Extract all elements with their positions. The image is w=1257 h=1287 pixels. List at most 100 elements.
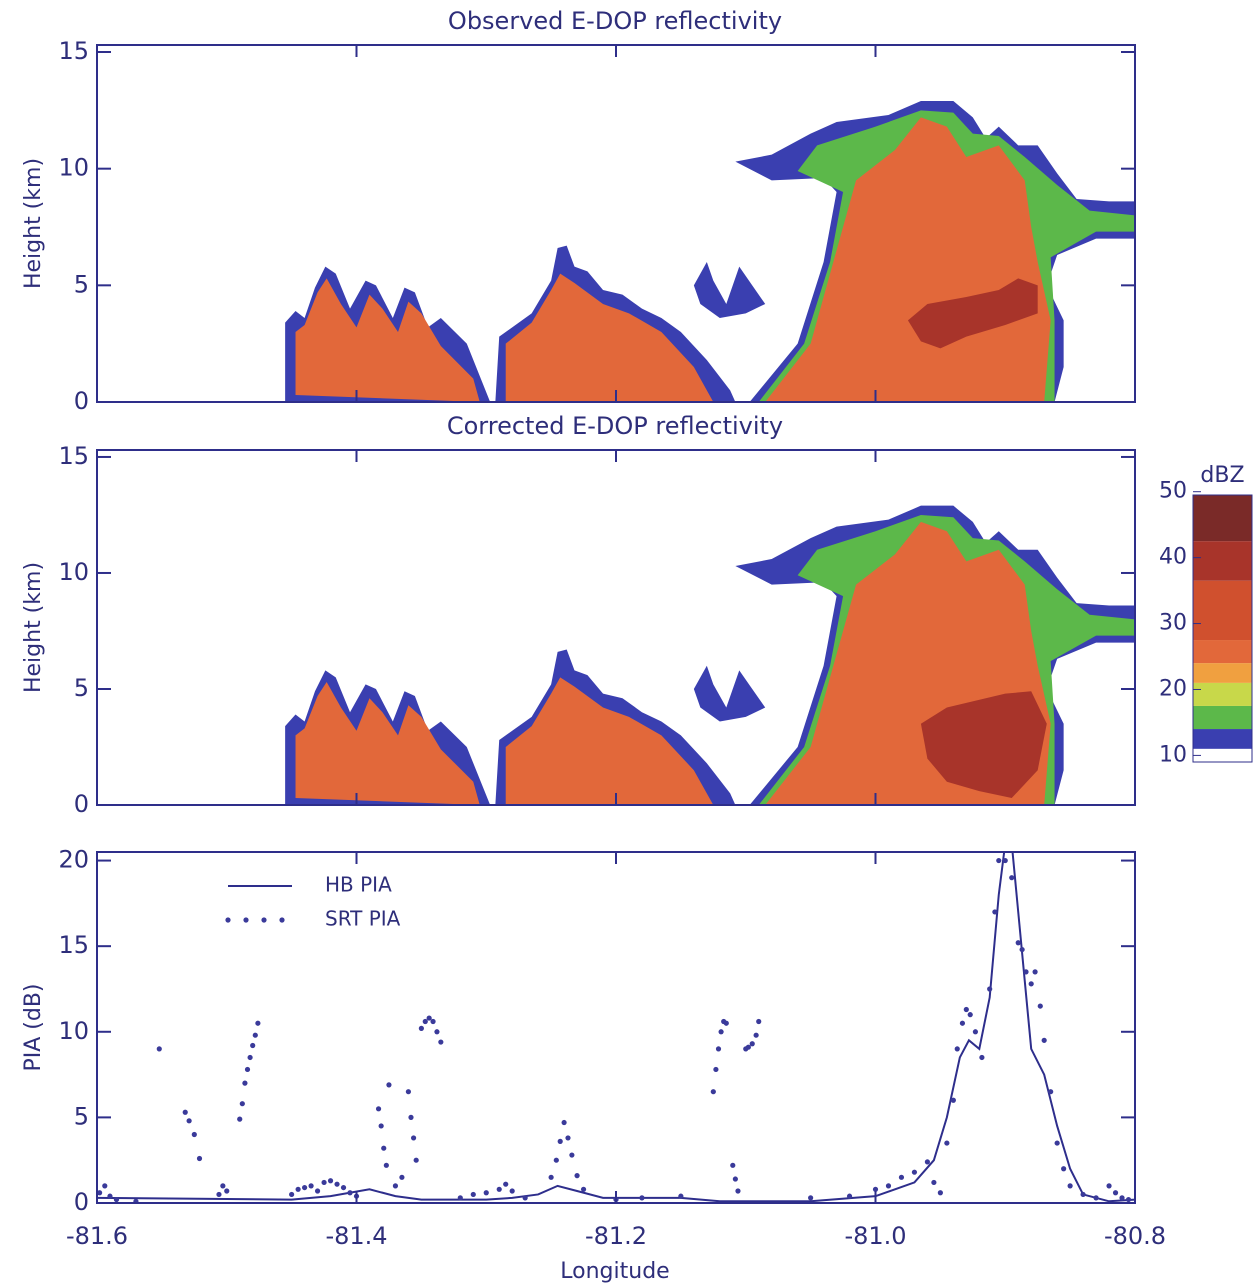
dot <box>239 1101 245 1107</box>
dot <box>735 1188 741 1194</box>
dot <box>509 1188 515 1194</box>
y-tick-label: 15 <box>58 931 89 959</box>
colorbar-segment <box>1193 541 1252 581</box>
dot <box>944 1140 950 1146</box>
dot <box>522 1195 528 1201</box>
dot <box>97 1190 103 1196</box>
colorbar-tick-label: 40 <box>1159 545 1187 570</box>
dot <box>1009 875 1015 881</box>
dot <box>959 1020 966 1026</box>
dot <box>723 1020 729 1026</box>
dot <box>247 1054 253 1061</box>
colorbar-tick-label: 50 <box>1159 479 1187 504</box>
plot-area <box>97 852 1135 1203</box>
colorbar-segment <box>1193 495 1252 542</box>
dot <box>250 1042 256 1049</box>
y-axis-label: Height (km) <box>21 158 46 289</box>
dot <box>107 1193 113 1199</box>
contour-region <box>907 278 1038 349</box>
contour-region <box>920 691 1047 799</box>
dot <box>102 1183 108 1189</box>
dot <box>430 1018 436 1025</box>
dot <box>846 1193 853 1199</box>
dot <box>252 1032 258 1038</box>
colorbar-tick-label: 20 <box>1159 676 1187 701</box>
dot <box>1037 1003 1043 1009</box>
dot <box>340 1184 347 1191</box>
dot <box>713 1066 719 1073</box>
dot <box>678 1193 684 1199</box>
dot <box>557 1138 563 1144</box>
dot <box>963 1006 969 1013</box>
dot <box>749 1041 755 1047</box>
colorbar-segment <box>1193 663 1252 683</box>
dot <box>289 1191 295 1198</box>
y-tick-label: 5 <box>74 270 89 298</box>
dot <box>937 1190 943 1196</box>
dot <box>987 986 993 992</box>
dot <box>321 1179 327 1186</box>
dot <box>224 1188 230 1194</box>
dot <box>399 1174 405 1180</box>
panel-title: Corrected E-DOP reflectivity <box>447 412 783 440</box>
dot <box>314 1188 321 1194</box>
dot <box>561 1119 567 1126</box>
dot <box>386 1082 392 1088</box>
colorbar-title: dBZ <box>1200 463 1244 488</box>
legend-dot <box>243 917 249 923</box>
dot <box>885 1183 892 1189</box>
dot <box>496 1186 502 1192</box>
contour-region <box>295 278 480 402</box>
dot <box>756 1018 762 1025</box>
colorbar-segment <box>1193 682 1252 706</box>
dot <box>580 1186 587 1192</box>
dot <box>548 1174 554 1180</box>
dot <box>1032 969 1038 975</box>
dot <box>732 1176 738 1182</box>
dot <box>1023 969 1029 975</box>
y-tick-label: 10 <box>58 558 89 586</box>
y-tick-label: 5 <box>74 1102 89 1130</box>
legend-dot <box>279 917 285 923</box>
legend-dot <box>225 917 231 923</box>
y-tick-label: 0 <box>74 790 89 818</box>
plot-area <box>285 101 1135 402</box>
dot <box>438 1039 444 1045</box>
dot <box>565 1135 571 1141</box>
dot <box>308 1183 314 1189</box>
dot <box>992 909 998 915</box>
dot <box>182 1109 188 1115</box>
dot <box>1093 1195 1099 1201</box>
dot <box>408 1114 414 1120</box>
legend-dot <box>261 917 267 923</box>
dot <box>715 1046 722 1052</box>
colorbar-frame <box>1192 494 1253 763</box>
dot <box>931 1179 937 1186</box>
dot <box>730 1162 736 1168</box>
dot <box>410 1135 417 1141</box>
dot <box>718 1029 724 1035</box>
line <box>97 852 1135 1203</box>
colorbar-segment <box>1193 640 1252 664</box>
dot <box>156 1046 162 1052</box>
x-tick-label: -81.0 <box>844 1222 906 1250</box>
y-tick-label: 15 <box>58 37 89 65</box>
dot <box>133 1198 139 1203</box>
dot <box>457 1195 463 1201</box>
dot <box>898 1174 905 1180</box>
y-tick-label: 0 <box>74 1188 89 1216</box>
dot <box>950 1097 956 1103</box>
plot-area <box>285 505 1135 805</box>
dot <box>242 1080 248 1086</box>
dot <box>954 1046 960 1052</box>
dot <box>1002 857 1008 864</box>
dot <box>979 1054 985 1061</box>
dot <box>574 1173 580 1179</box>
contour-region <box>693 262 766 318</box>
contour-region <box>505 273 714 402</box>
colorbar-segment <box>1193 729 1252 749</box>
dot <box>1028 981 1034 987</box>
dot <box>1041 1037 1047 1043</box>
dot <box>347 1190 353 1196</box>
dot <box>503 1181 509 1187</box>
